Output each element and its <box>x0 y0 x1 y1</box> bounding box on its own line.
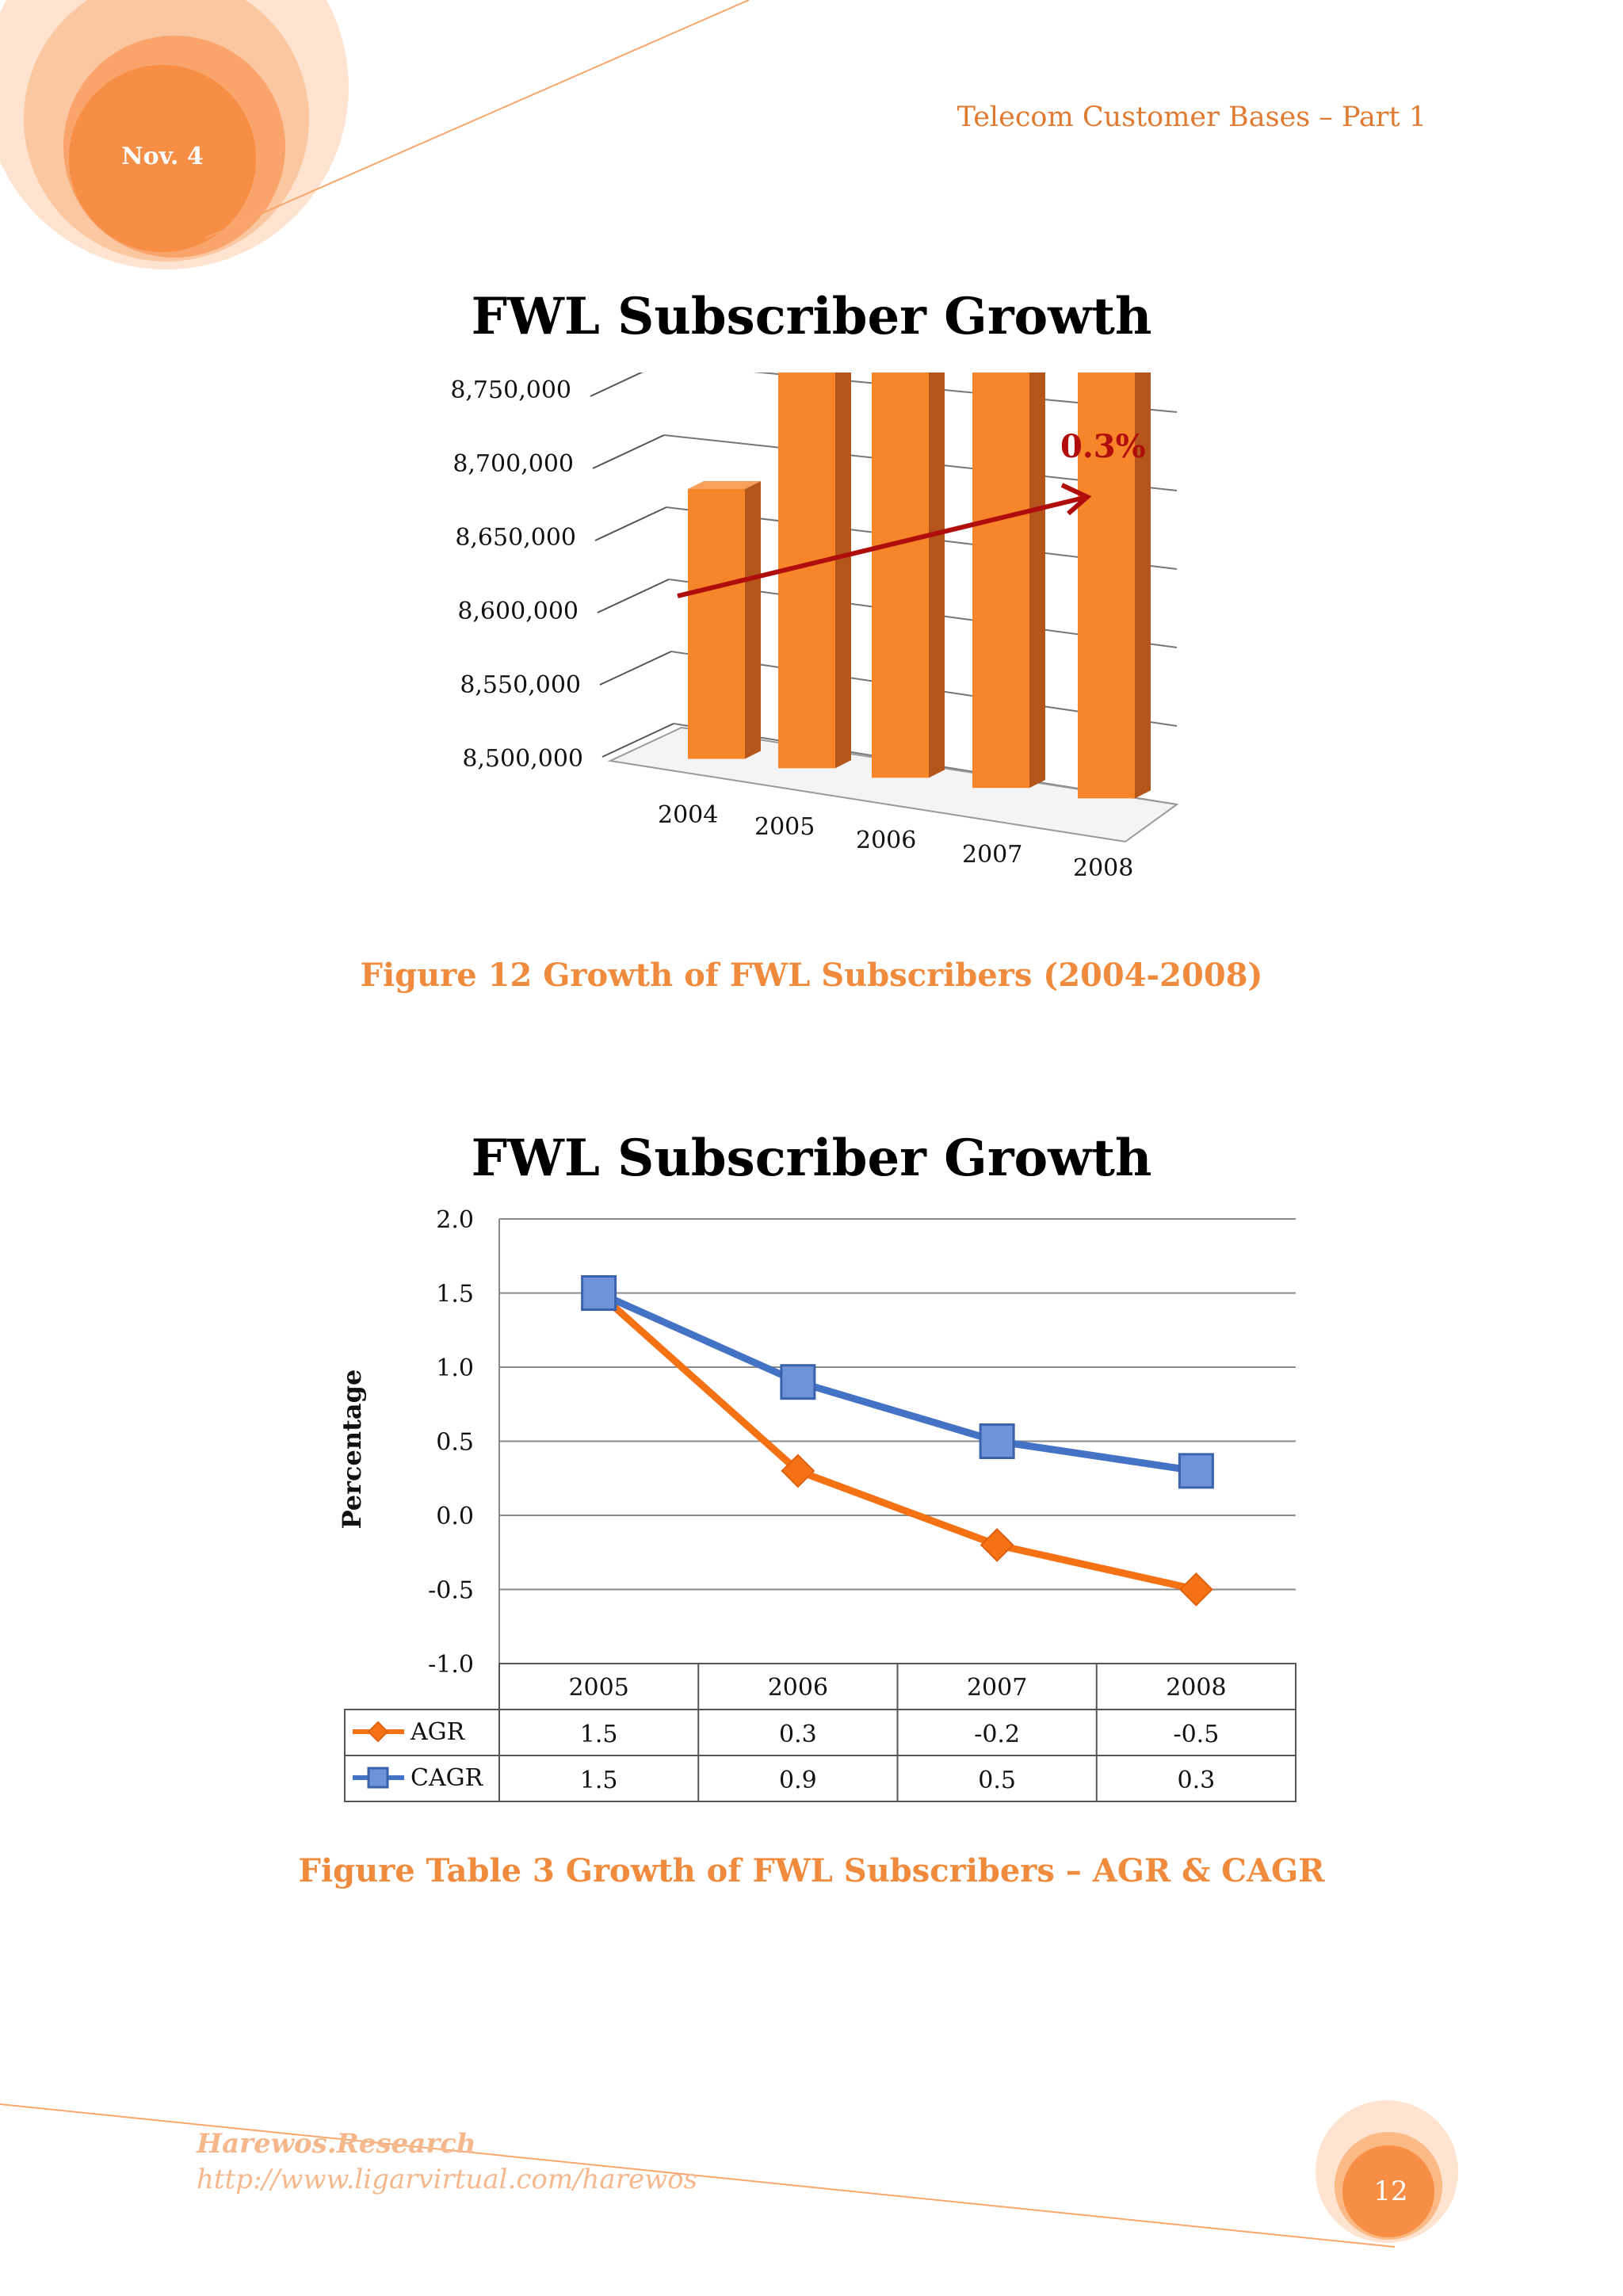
bar <box>972 372 1029 789</box>
line-y-tick-label: 2.0 <box>436 1206 474 1234</box>
bar-y-tick-label: 8,750,000 <box>450 376 571 404</box>
table-value: 0.3 <box>1178 1767 1216 1794</box>
cagr-point <box>581 1275 617 1311</box>
cagr-point <box>780 1364 816 1400</box>
footer-decoration <box>0 2100 1458 2248</box>
cagr-legend-marker <box>367 1767 389 1789</box>
table-row <box>344 1709 1296 1756</box>
agr-point <box>980 1527 1014 1562</box>
cagr-series-line <box>597 1289 1197 1475</box>
bar-x-tick-label: 2008 <box>1073 854 1133 882</box>
trend-arrowhead <box>1060 483 1092 516</box>
line-y-tick-label: 0.0 <box>436 1503 474 1530</box>
line-chart-title: FWL Subscriber Growth <box>471 1129 1152 1188</box>
bar-y-tick-label: 8,650,000 <box>455 524 576 552</box>
line-y-tick-label: -1.0 <box>428 1651 474 1679</box>
bar-y-tick-label: 8,700,000 <box>453 450 574 478</box>
agr-point <box>1178 1572 1213 1606</box>
bar-side <box>745 480 761 759</box>
figure-12-caption: Figure 12 Growth of FWL Subscribers (200… <box>360 957 1263 994</box>
table-category-label: 2005 <box>568 1674 628 1702</box>
table-value: -0.5 <box>1173 1721 1219 1748</box>
bar-x-tick-label: 2006 <box>856 827 916 854</box>
bar-gridline-side <box>594 506 667 541</box>
figure-table-3-caption: Figure Table 3 Growth of FWL Subscribers… <box>298 1852 1325 1889</box>
table-category-label: 2007 <box>967 1674 1027 1702</box>
bar-chart-title: FWL Subscriber Growth <box>471 287 1152 346</box>
agr-series-line <box>596 1290 1197 1593</box>
line-chart: -1.0 -0.5 0.0 0.5 1.0 1.5 2.0 Percentage 2005 200… <box>337 1206 1296 1802</box>
table-value: 0.3 <box>779 1721 817 1748</box>
bar-y-tick-label: 8,600,000 <box>457 598 579 625</box>
document-title: Telecom Customer Bases – Part 1 <box>957 101 1426 133</box>
bar-gridline-side <box>599 651 672 686</box>
line-y-tick-label: 1.5 <box>436 1281 474 1308</box>
bar <box>872 372 929 778</box>
bar-gridline-side <box>592 434 665 469</box>
table-value: -0.2 <box>974 1721 1020 1748</box>
trend-arrow <box>677 495 1085 598</box>
cagr-point <box>1178 1453 1214 1489</box>
bar-y-tick-label: 8,500,000 <box>462 745 583 773</box>
table-value: 1.5 <box>580 1767 618 1794</box>
cagr-legend-label: CAGR <box>411 1764 484 1792</box>
table-row <box>344 1755 1296 1802</box>
bar <box>1078 372 1135 799</box>
line-y-tick-label: -0.5 <box>428 1577 474 1605</box>
footer-org: Harewos.Research <box>197 2128 476 2160</box>
bar-gridline-side <box>601 723 674 758</box>
bar-side <box>1135 372 1151 799</box>
bar-chart: 8,500,000 8,550,000 8,600,000 8,650,000 8,70… <box>450 372 1179 882</box>
bar-side <box>1029 372 1045 789</box>
table-category-label: 2008 <box>1166 1674 1226 1702</box>
agr-legend-label: AGR <box>410 1718 466 1746</box>
trend-annotation: 0.3% <box>1060 428 1146 465</box>
table-value: 1.5 <box>580 1721 618 1748</box>
cagr-point <box>979 1423 1015 1459</box>
bar-floor <box>607 726 1179 843</box>
bar-side <box>835 372 851 769</box>
line-y-axis-label: Percentage <box>337 1370 367 1530</box>
table-value: 0.9 <box>779 1767 817 1794</box>
line-y-tick-label: 0.5 <box>436 1429 474 1457</box>
bar-top <box>688 480 761 489</box>
table-value: 0.5 <box>978 1767 1016 1794</box>
page-number: 12 <box>1373 2176 1408 2207</box>
bar-x-tick-label: 2004 <box>658 801 718 829</box>
bar-y-tick-label: 8,550,000 <box>460 671 581 699</box>
agr-point <box>781 1454 815 1488</box>
header-decoration <box>0 0 750 269</box>
agr-legend-marker <box>367 1721 389 1743</box>
bar-gridline-side <box>597 579 670 613</box>
footer-url[interactable]: http://www.ligarvirtual.com/harewos <box>197 2164 698 2195</box>
bar-gridline-side <box>590 372 643 397</box>
line-y-tick-label: 1.0 <box>436 1354 474 1382</box>
table-category-label: 2006 <box>768 1674 828 1702</box>
bar-x-tick-label: 2007 <box>962 841 1022 869</box>
bar-side <box>929 372 945 778</box>
bar <box>688 488 745 759</box>
date-badge: Nov. 4 <box>121 143 204 170</box>
bar-x-tick-label: 2005 <box>754 813 815 841</box>
